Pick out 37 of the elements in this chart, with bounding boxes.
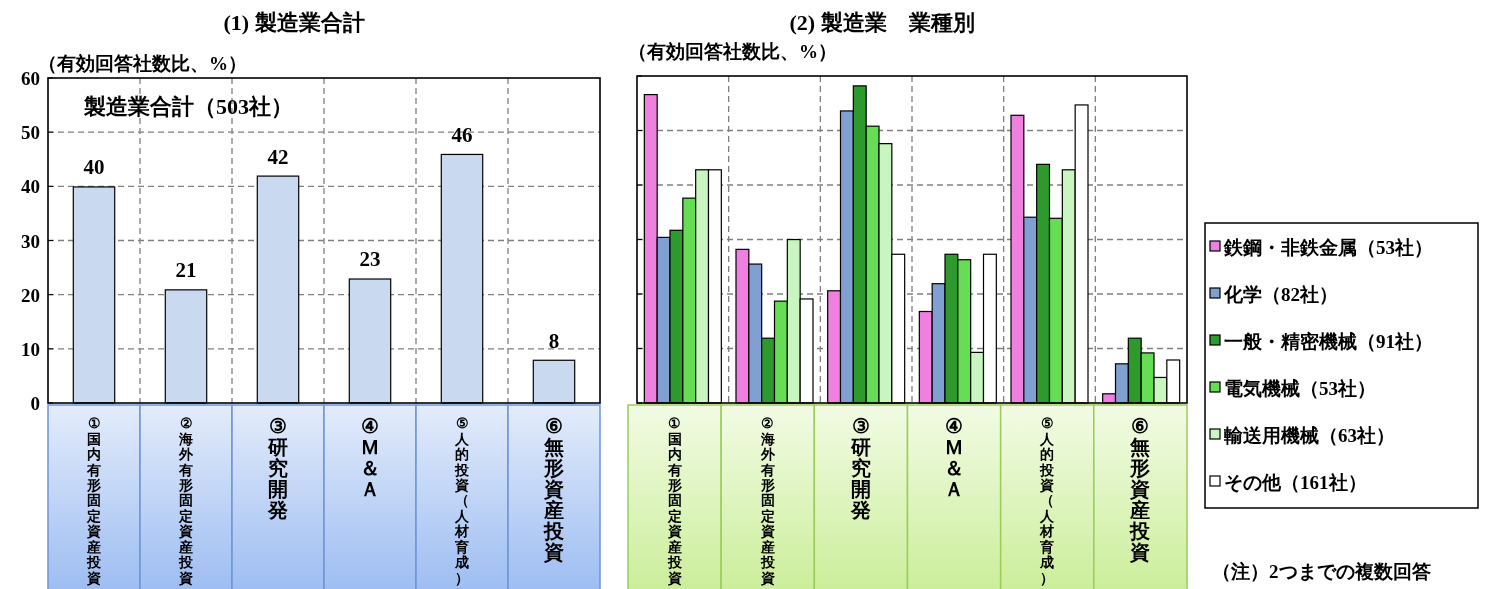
y-tick-label: 0 [30,393,40,414]
category-label: ⑤人的投資（人材育成） [455,415,469,586]
y-tick-label: 20 [21,284,40,306]
category-label: ①国内有形固定資産投資 [87,415,101,586]
legend-label: 輸送用機械（63社） [1223,425,1395,446]
data-label: 42 [267,144,289,169]
y-axis-title: （有効回答社数比、%） [628,41,837,62]
data-label: 40 [83,155,105,180]
x-tick-label: ⑥無形資産投資 [1129,414,1152,563]
y-tick-label: 50 [21,122,40,144]
legend-label: 一般・精密機械（91社） [1224,331,1433,352]
category-label: ①国内有形固定資産投資 [667,415,682,586]
category-label: ②海外有形固定資産投資 [760,415,775,586]
legend-label: 化学（82社） [1223,284,1338,305]
legend-label: その他（161社） [1224,472,1367,493]
data-label: 23 [359,247,381,272]
data-label: 21 [175,258,197,283]
y-tick-label: 30 [21,230,40,252]
legend-label: 鉄鋼・非鉄金属（53社） [1223,237,1433,258]
chart-title: (1) 製造業合計 [223,10,365,35]
x-tick-label: ④Ｍ＆Ａ [360,414,380,500]
text: （注）2つまでの複数回答 [1212,561,1431,582]
category-label: ②海外有形固定資産投資 [179,415,193,586]
x-tick-label: ④Ｍ＆Ａ [944,414,965,500]
data-label: 46 [451,122,473,147]
y-tick-label: 40 [21,176,40,198]
y-tick-label: 60 [21,68,40,89]
x-tick-label: ⑥無形資産投資 [543,414,565,563]
legend-label: 電気機械（53社） [1224,378,1376,399]
data-label: 8 [548,328,560,353]
y-axis-title: （有効回答社数比、%） [38,53,247,74]
y-tick-label: 10 [21,338,40,360]
chart-title: (2) 製造業 業種別 [789,10,975,35]
x-tick-label: ③研究開発 [849,414,871,521]
annotation: 製造業合計（503社） [83,94,293,119]
x-tick-label: ③研究開発 [267,414,288,521]
category-label: ⑤人的投資（人材育成） [1040,415,1055,586]
